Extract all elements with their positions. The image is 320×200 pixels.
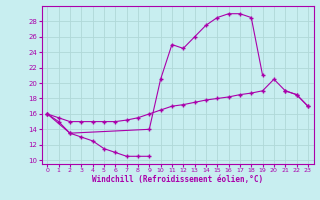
X-axis label: Windchill (Refroidissement éolien,°C): Windchill (Refroidissement éolien,°C) (92, 175, 263, 184)
